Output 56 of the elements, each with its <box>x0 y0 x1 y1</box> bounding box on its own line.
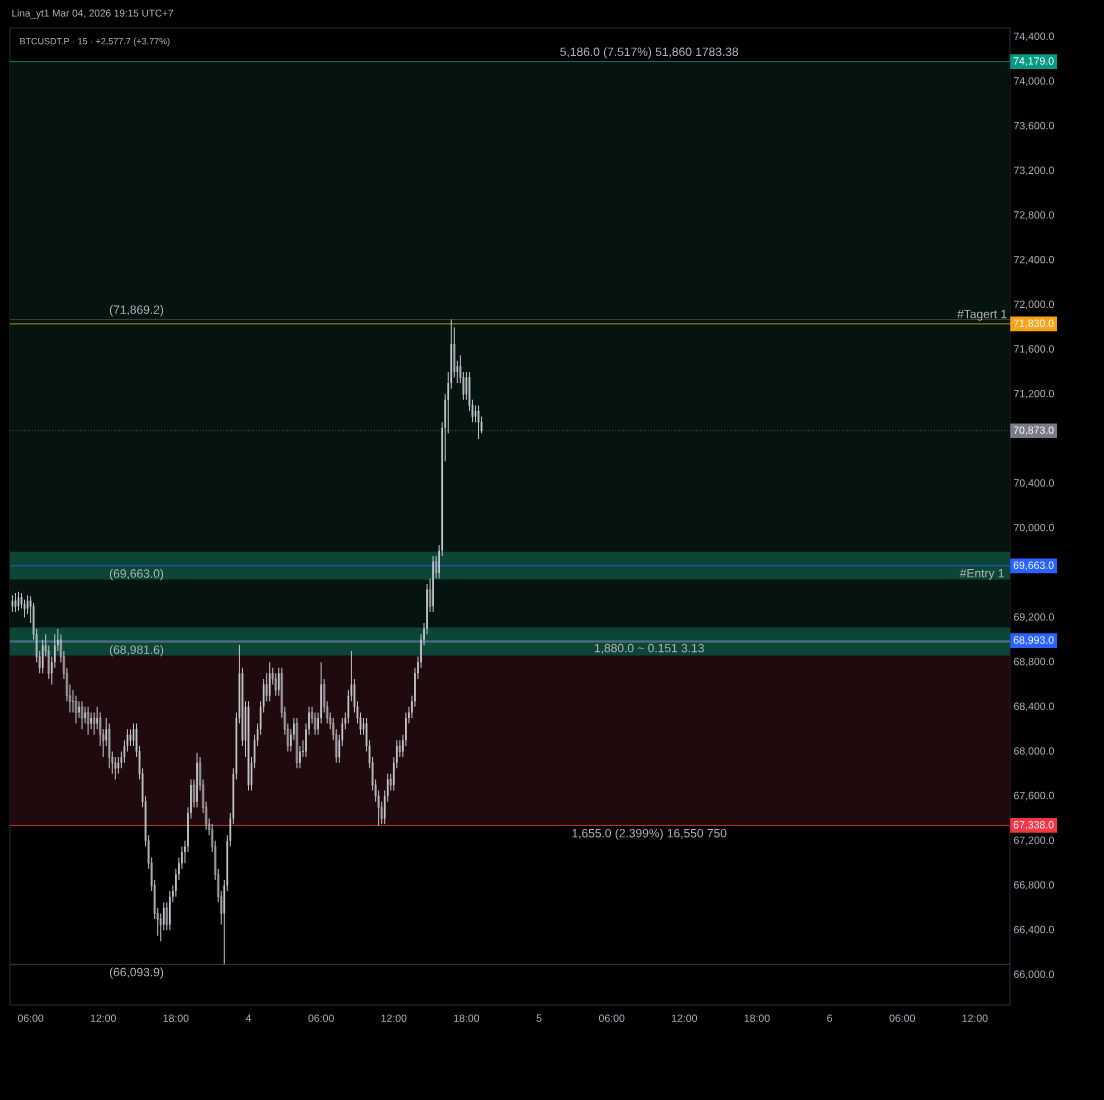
x-tick-label: 06:00 <box>889 1014 915 1022</box>
y-tick-label: 66,800.0 <box>1014 881 1054 890</box>
y-tick-label: 72,800.0 <box>1014 211 1054 220</box>
annotation: (69,663.0) <box>109 569 164 581</box>
annotation: #Entry 1 <box>959 569 1004 580</box>
y-tick-label: 71,600.0 <box>1014 345 1054 354</box>
annotation: 1,880.0 ~ 0.151 3.13 <box>594 643 704 654</box>
x-tick-label: 5 <box>536 1014 542 1022</box>
y-tick-label: 70,000.0 <box>1014 523 1054 533</box>
y-tick-label: 67,200.0 <box>1014 836 1054 846</box>
y-tick-label: 74,400.0 <box>1014 32 1054 42</box>
y-tick-label: 74,000.0 <box>1014 77 1054 86</box>
text: BTCUSDT.P · 15 · +2,577.7 (+3.77%) <box>20 37 170 47</box>
y-tick-label: 66,400.0 <box>1014 925 1054 935</box>
ref-line-label: 70,873.0 <box>1013 426 1054 436</box>
x-tick-label: 18:00 <box>454 1014 480 1022</box>
y-tick-label: 71,200.0 <box>1014 389 1054 399</box>
candlestick <box>477 404 480 440</box>
x-tick-label: 06:00 <box>308 1014 334 1022</box>
annotation: (71,869.2) <box>109 305 164 317</box>
candlestick <box>14 592 17 613</box>
candlestick <box>247 700 250 792</box>
ref-line-label: 74,179.0 <box>1013 57 1054 66</box>
ref-line-label: 67,338.0 <box>1013 821 1054 830</box>
annotation: #Tagert 1 <box>957 309 1007 321</box>
annotation: 5,186.0 (7.517%) 51,860 1783.38 <box>560 47 739 59</box>
x-tick-label: 12:00 <box>381 1014 407 1022</box>
chart-title: Lina_yt1 Mar 04, 2026 19:15 UTC+7 <box>12 9 174 19</box>
annotation: (66,093.9) <box>109 967 164 979</box>
y-tick-label: 72,400.0 <box>1014 255 1054 265</box>
y-tick-label: 69,200.0 <box>1014 613 1054 622</box>
ref-line-label: 68,993.0 <box>1013 636 1054 645</box>
x-tick-label: 18:00 <box>163 1014 189 1022</box>
candlestick <box>274 672 277 697</box>
ref-line-label: 69,663.0 <box>1013 561 1054 571</box>
x-tick-label: 18:00 <box>744 1014 770 1022</box>
x-tick-label: 06:00 <box>17 1014 44 1022</box>
x-tick-label: 12:00 <box>962 1014 988 1022</box>
y-tick-label: 66,000.0 <box>1014 970 1054 980</box>
y-tick-label: 67,600.0 <box>1014 791 1054 801</box>
annotation: 1,655.0 (2.399%) 16,550 750 <box>572 828 727 840</box>
y-tick-label: 70,400.0 <box>1014 479 1054 488</box>
y-tick-label: 73,200.0 <box>1014 166 1054 176</box>
y-tick-label: 68,400.0 <box>1014 702 1054 712</box>
ref-line-label: 71,830.0 <box>1013 319 1054 329</box>
x-tick-label: 6 <box>827 1014 833 1022</box>
x-tick-label: 12:00 <box>90 1014 116 1022</box>
y-tick-label: 73,600.0 <box>1014 121 1054 131</box>
x-tick-label: 12:00 <box>671 1014 698 1022</box>
annotation: (68,981.6) <box>109 645 164 657</box>
candlestick <box>114 756 117 780</box>
y-tick-label: 68,800.0 <box>1014 657 1054 667</box>
x-tick-label: 06:00 <box>598 1014 625 1022</box>
y-tick-label: 72,000.0 <box>1014 300 1054 310</box>
y-tick-label: 68,000.0 <box>1014 747 1054 756</box>
x-tick-label: 4 <box>245 1014 252 1022</box>
